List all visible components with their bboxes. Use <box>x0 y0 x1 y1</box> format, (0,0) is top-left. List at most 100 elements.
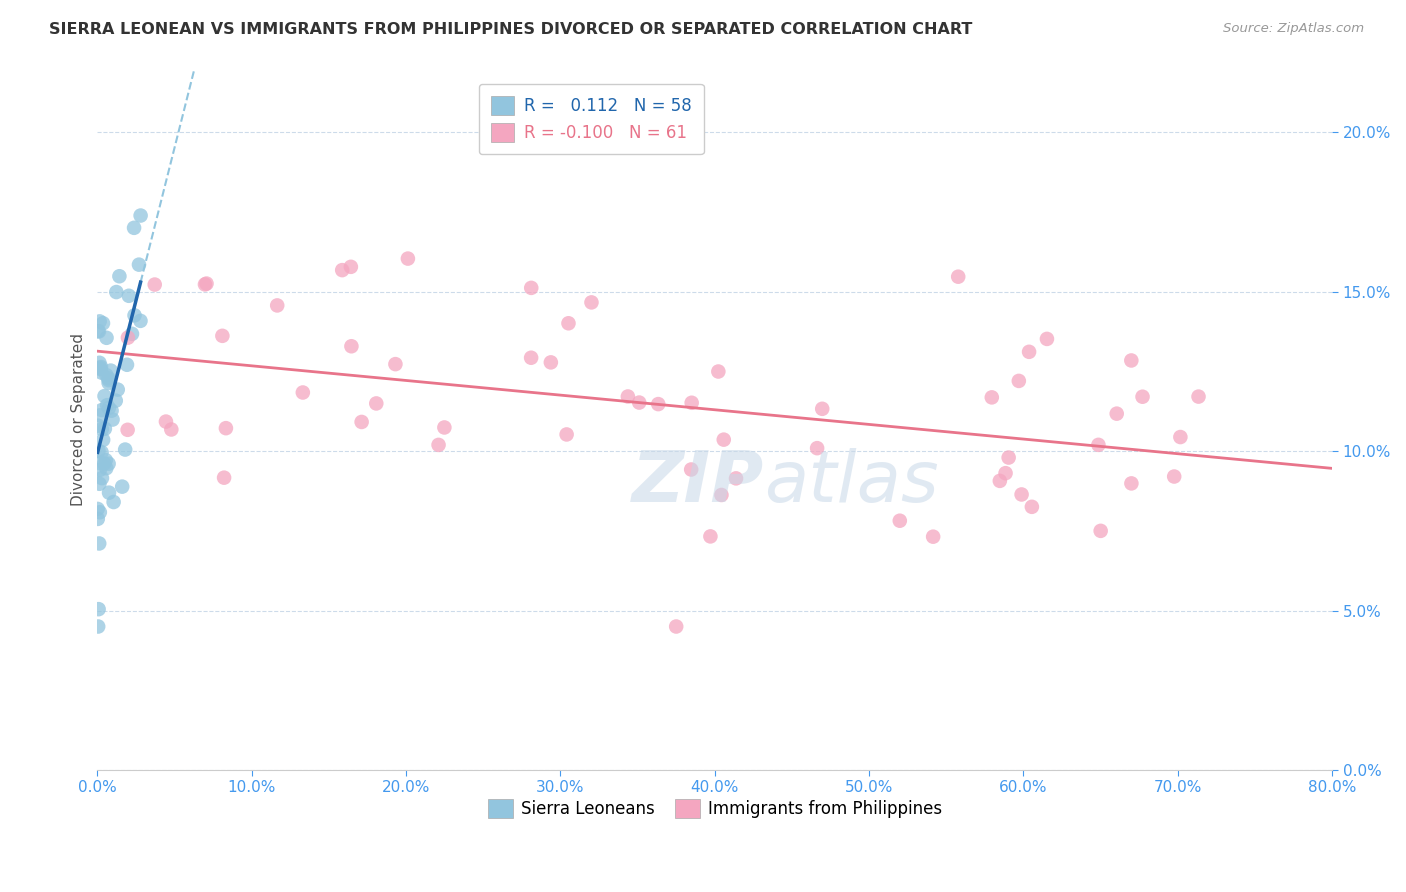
Legend: Sierra Leoneans, Immigrants from Philippines: Sierra Leoneans, Immigrants from Philipp… <box>481 792 949 825</box>
Point <box>806 441 828 455</box>
Point <box>117 331 139 345</box>
Point <box>97 376 120 390</box>
Point <box>1021 500 1043 514</box>
Point <box>90 366 112 380</box>
Point <box>266 298 288 312</box>
Point <box>194 277 217 292</box>
Point <box>211 328 233 343</box>
Point <box>555 427 578 442</box>
Point <box>89 360 111 375</box>
Point <box>100 403 122 417</box>
Point <box>330 263 353 277</box>
Point <box>724 471 747 485</box>
Point <box>143 277 166 292</box>
Point <box>89 476 111 491</box>
Point <box>90 445 112 459</box>
Point <box>96 368 118 383</box>
Point <box>681 396 703 410</box>
Point <box>1121 476 1143 491</box>
Point <box>340 260 363 274</box>
Point <box>90 403 112 417</box>
Point <box>86 502 108 516</box>
Point <box>1087 438 1109 452</box>
Point <box>160 422 183 436</box>
Point <box>1008 374 1031 388</box>
Point <box>87 443 110 458</box>
Point <box>699 529 721 543</box>
Point <box>96 398 118 412</box>
Point <box>87 619 110 633</box>
Point <box>1018 344 1040 359</box>
Point <box>94 453 117 467</box>
Point <box>291 385 314 400</box>
Point <box>97 457 120 471</box>
Point <box>710 488 733 502</box>
Point <box>557 316 579 330</box>
Point <box>713 433 735 447</box>
Point <box>1187 390 1209 404</box>
Point <box>107 383 129 397</box>
Point <box>647 397 669 411</box>
Point <box>628 395 651 409</box>
Point <box>97 373 120 387</box>
Point <box>340 339 363 353</box>
Point <box>540 355 562 369</box>
Text: SIERRA LEONEAN VS IMMIGRANTS FROM PHILIPPINES DIVORCED OR SEPARATED CORRELATION : SIERRA LEONEAN VS IMMIGRANTS FROM PHILIP… <box>49 22 973 37</box>
Point <box>1132 390 1154 404</box>
Point <box>90 422 112 436</box>
Point <box>87 324 110 338</box>
Point <box>89 362 111 376</box>
Point <box>91 471 114 485</box>
Text: ZIP: ZIP <box>631 448 765 516</box>
Point <box>118 289 141 303</box>
Point <box>104 393 127 408</box>
Point <box>105 285 128 299</box>
Point <box>1170 430 1192 444</box>
Point <box>811 401 834 416</box>
Point <box>87 512 110 526</box>
Point <box>681 462 703 476</box>
Point <box>1036 332 1059 346</box>
Point <box>128 258 150 272</box>
Point <box>97 401 120 415</box>
Point <box>91 433 114 447</box>
Point <box>350 415 373 429</box>
Point <box>89 536 111 550</box>
Point <box>889 514 911 528</box>
Point <box>129 314 152 328</box>
Point <box>520 281 543 295</box>
Point <box>103 495 125 509</box>
Point <box>1163 469 1185 483</box>
Text: atlas: atlas <box>765 448 939 516</box>
Point <box>366 396 388 410</box>
Point <box>114 442 136 457</box>
Point <box>1011 487 1033 501</box>
Point <box>155 415 177 429</box>
Point <box>96 331 118 345</box>
Point <box>1121 353 1143 368</box>
Point <box>97 371 120 385</box>
Point <box>997 450 1019 465</box>
Point <box>212 471 235 485</box>
Point <box>129 209 152 223</box>
Point <box>87 602 110 616</box>
Point <box>581 295 603 310</box>
Point <box>122 220 145 235</box>
Point <box>988 474 1011 488</box>
Point <box>89 356 111 370</box>
Point <box>87 325 110 339</box>
Point <box>90 359 112 374</box>
Point <box>89 456 111 470</box>
Point <box>980 390 1002 404</box>
Point <box>617 389 640 403</box>
Point <box>98 485 121 500</box>
Point <box>93 389 115 403</box>
Point <box>89 463 111 477</box>
Point <box>91 316 114 330</box>
Point <box>384 357 406 371</box>
Point <box>108 269 131 284</box>
Point <box>111 480 134 494</box>
Point <box>948 269 970 284</box>
Point <box>433 420 456 434</box>
Point <box>100 363 122 377</box>
